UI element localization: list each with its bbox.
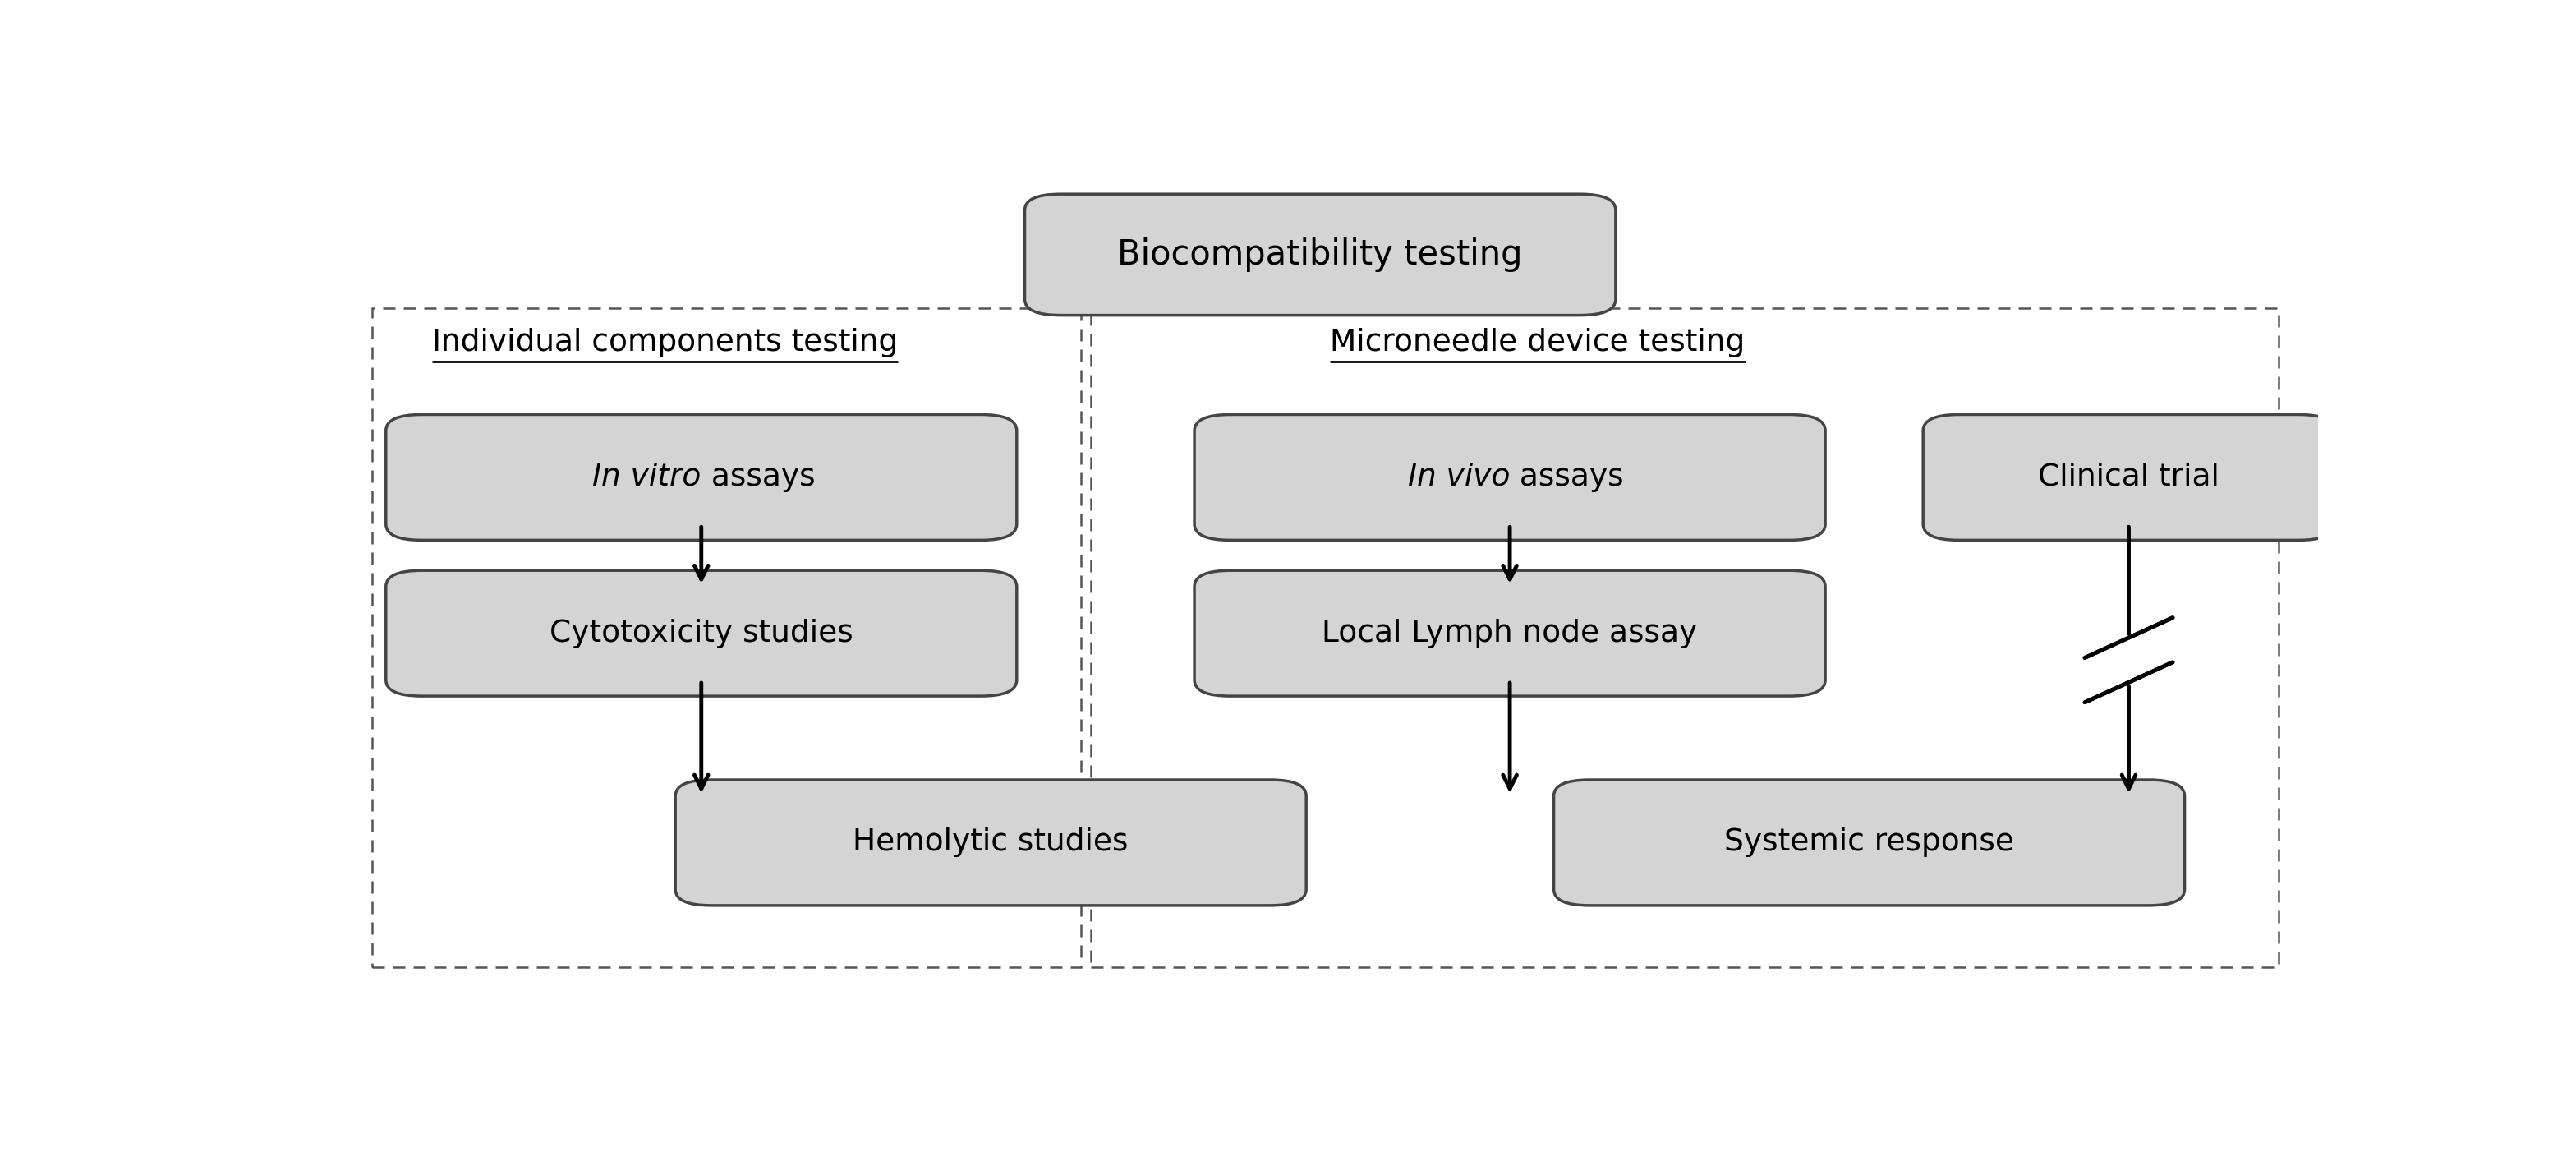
FancyBboxPatch shape [1195,570,1826,697]
Text: Individual components testing: Individual components testing [433,327,899,358]
Text: Hemolytic studies: Hemolytic studies [853,828,1128,857]
Text: In vivo: In vivo [1406,463,1510,492]
FancyBboxPatch shape [1553,780,2184,906]
Text: Systemic response: Systemic response [1723,828,2014,857]
Text: In vitro: In vitro [592,463,701,492]
Text: Clinical trial: Clinical trial [2038,463,2221,492]
FancyBboxPatch shape [1924,414,2334,540]
Text: assays: assays [701,463,814,492]
Bar [1090,308,2280,967]
FancyBboxPatch shape [1025,194,1615,315]
FancyBboxPatch shape [675,780,1306,906]
Text: Cytotoxicity studies: Cytotoxicity studies [549,619,853,648]
Text: Biocompatibility testing: Biocompatibility testing [1118,237,1522,272]
Bar [371,308,1082,967]
Text: assays: assays [1510,463,1623,492]
FancyBboxPatch shape [386,414,1018,540]
FancyBboxPatch shape [1195,414,1826,540]
Text: Local Lymph node assay: Local Lymph node assay [1321,619,1698,648]
Text: Microneedle device testing: Microneedle device testing [1329,327,1744,358]
FancyBboxPatch shape [386,570,1018,697]
